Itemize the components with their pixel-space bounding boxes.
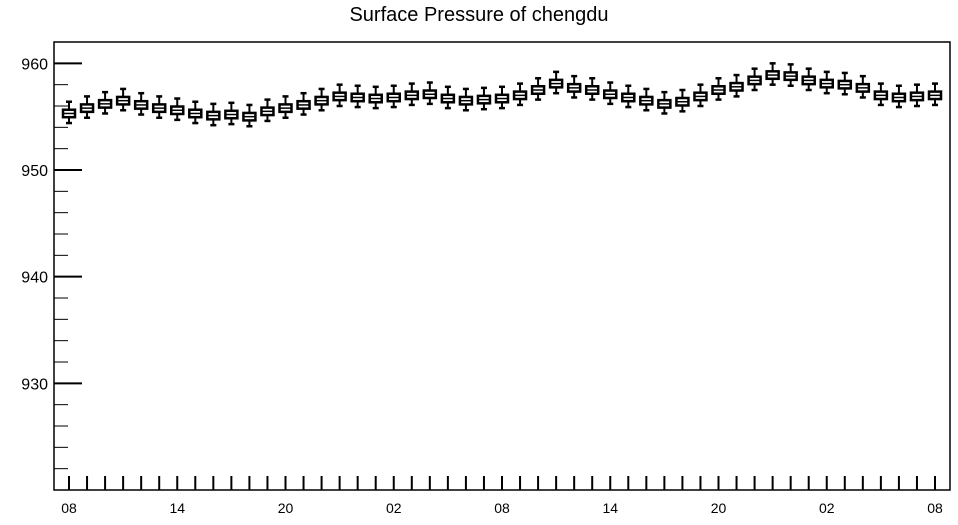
box-plot [494,85,510,110]
box-plot [819,70,834,95]
box-plot [133,91,149,116]
box-plot [476,86,492,111]
box-plot [675,88,690,113]
x-tick-label: 20 [711,500,727,516]
box-plot [801,67,816,92]
box-series [61,62,943,128]
box-plot [260,98,275,123]
box-plot [621,84,636,109]
x-tick-label: 14 [169,500,185,516]
box-plot [873,82,889,107]
box-plot [584,77,600,101]
box-plot [115,87,131,112]
box-plot [927,82,943,107]
box-plot [440,85,456,110]
box-plot [97,90,113,115]
box-plot [765,62,780,86]
box-plot [909,83,925,108]
box-plot [278,95,293,119]
x-tick-label: 20 [278,500,294,516]
box-plot [729,73,744,98]
box-plot [657,90,672,115]
box-plot [296,91,311,116]
y-tick-label: 940 [21,270,48,287]
box-plot [350,84,365,109]
box-plot [855,74,871,99]
box-plot [188,100,203,125]
box-plot [530,77,546,101]
box-plot [224,101,239,126]
y-tick-label: 960 [21,56,48,73]
x-tick-label: 08 [61,500,77,516]
x-tick-label: 14 [602,500,618,516]
box-plot [332,83,347,108]
y-tick-label: 930 [21,376,48,393]
box-plot [242,103,257,128]
x-tick-label: 08 [494,500,510,516]
box-plot [566,74,582,99]
box-plot [639,87,654,112]
box-plot [891,84,907,109]
box-plot [422,81,438,106]
box-plot [603,81,618,106]
box-plot [747,67,762,92]
box-plot [368,85,383,110]
y-axis: 930 940 950 960 [21,41,82,470]
y-tick-label: 950 [21,163,48,180]
box-plot [314,87,329,112]
box-plot [386,84,401,109]
box-plot [404,82,420,107]
box-plot [512,82,528,107]
box-plot [206,102,221,127]
box-plot [783,63,798,87]
box-plot [170,97,185,122]
box-plot [837,71,853,96]
chart-title: Surface Pressure of chengdu [349,4,609,26]
x-tick-label: 02 [386,500,402,516]
box-plot [61,100,77,125]
box-plot [151,95,167,119]
box-plot [548,70,564,95]
x-tick-label: 08 [927,500,943,516]
x-tick-label: 02 [819,500,835,516]
box-plot [458,87,474,112]
x-axis: 08 14 20 02 08 14 20 02 08 [61,476,943,516]
box-plot [711,77,726,101]
box-plot [693,83,708,108]
box-plot [79,95,95,119]
